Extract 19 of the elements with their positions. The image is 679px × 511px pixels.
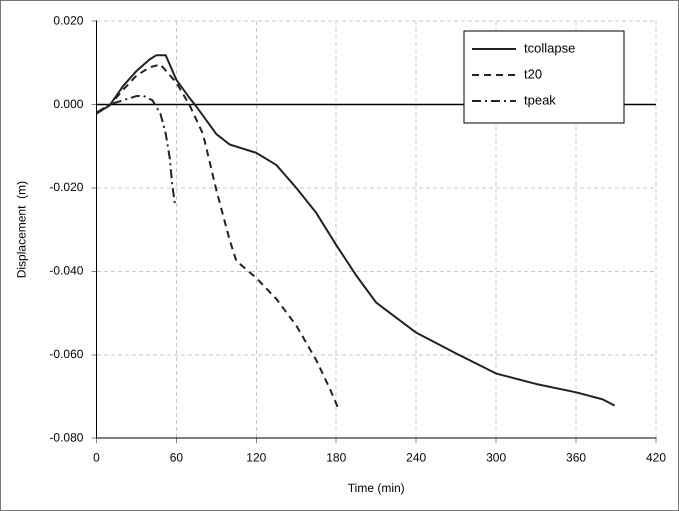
x-axis-title: Time (min): [348, 481, 405, 496]
y-tick-label: 0.020: [53, 13, 84, 28]
legend-label: t20: [524, 66, 542, 82]
y-axis-title: Displacement (m): [14, 180, 29, 278]
y-tick-label: 0.000: [53, 96, 84, 111]
y-tick-label: -0.060: [49, 347, 84, 362]
x-tick-label: 120: [246, 450, 267, 465]
legend-label: tcollapse: [524, 40, 576, 56]
y-tick-label: -0.080: [49, 430, 84, 445]
x-tick-label: 420: [646, 450, 666, 465]
x-tick-label: 0: [93, 450, 100, 465]
x-tick-label: 60: [170, 450, 184, 465]
y-tick-label: -0.040: [49, 264, 84, 278]
x-tick-label: 300: [486, 450, 506, 465]
x-tick-label: 240: [406, 450, 427, 465]
x-tick-label: 360: [566, 450, 586, 465]
legend-label: tpeak: [524, 92, 556, 108]
x-tick-label: 180: [326, 450, 347, 465]
y-tick-label: -0.020: [49, 180, 84, 194]
